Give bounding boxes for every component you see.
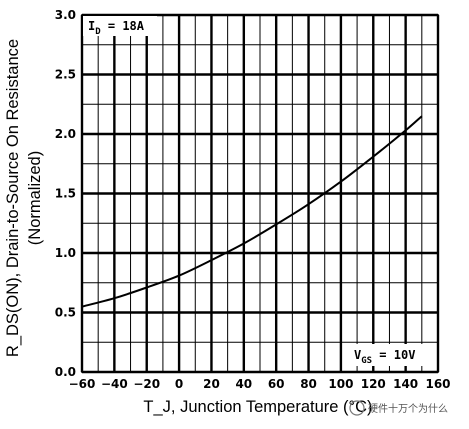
y-tick-label: 0.0 <box>55 365 76 379</box>
x-tick-label: 20 <box>203 377 220 391</box>
x-tick-labels: −60 −40 −20 0 20 40 60 80 100 120 140 160 <box>69 377 451 391</box>
x-tick-label: 160 <box>425 377 450 391</box>
x-tick-label: 60 <box>268 377 285 391</box>
x-tick-label: −40 <box>101 377 128 391</box>
watermark-text: 硬件十万个为什么 <box>368 402 448 415</box>
x-tick-label: 100 <box>328 377 353 391</box>
grid <box>80 13 440 374</box>
y-tick-labels: 0.0 0.5 1.0 1.5 2.0 2.5 3.0 <box>55 8 76 379</box>
x-axis-title: T_J, Junction Temperature (°C) <box>143 398 372 416</box>
vgs-annotation: VGS = 10V <box>354 348 415 366</box>
plot-frame <box>81 14 439 373</box>
x-tick-label: −60 <box>69 377 96 391</box>
y-tick-label: 1.5 <box>55 187 76 201</box>
y-axis-subtitle: (Normalized) <box>26 151 44 245</box>
x-tick-label: 120 <box>361 377 386 391</box>
y-tick-label: 1.0 <box>55 246 76 260</box>
y-tick-label: 0.5 <box>55 306 76 320</box>
y-tick-label: 2.5 <box>55 68 76 82</box>
x-tick-label: −20 <box>133 377 160 391</box>
id-annotation: ID = 18A <box>88 19 145 37</box>
x-tick-label: 40 <box>235 377 252 391</box>
y-tick-label: 2.0 <box>55 127 76 141</box>
series-line <box>81 115 423 308</box>
id-annotation-bg <box>83 16 157 36</box>
y-axis-title: R_DS(ON), Drain-to-Source On Resistance <box>4 39 22 357</box>
y-tick-label: 3.0 <box>55 8 76 22</box>
wechat-icon <box>349 400 365 416</box>
vgs-annotation-bg <box>349 344 435 366</box>
x-tick-label: 80 <box>300 377 317 391</box>
watermark: 硬件十万个为什么 <box>349 400 448 416</box>
x-tick-label: 140 <box>393 377 418 391</box>
x-tick-label: 0 <box>175 377 183 391</box>
